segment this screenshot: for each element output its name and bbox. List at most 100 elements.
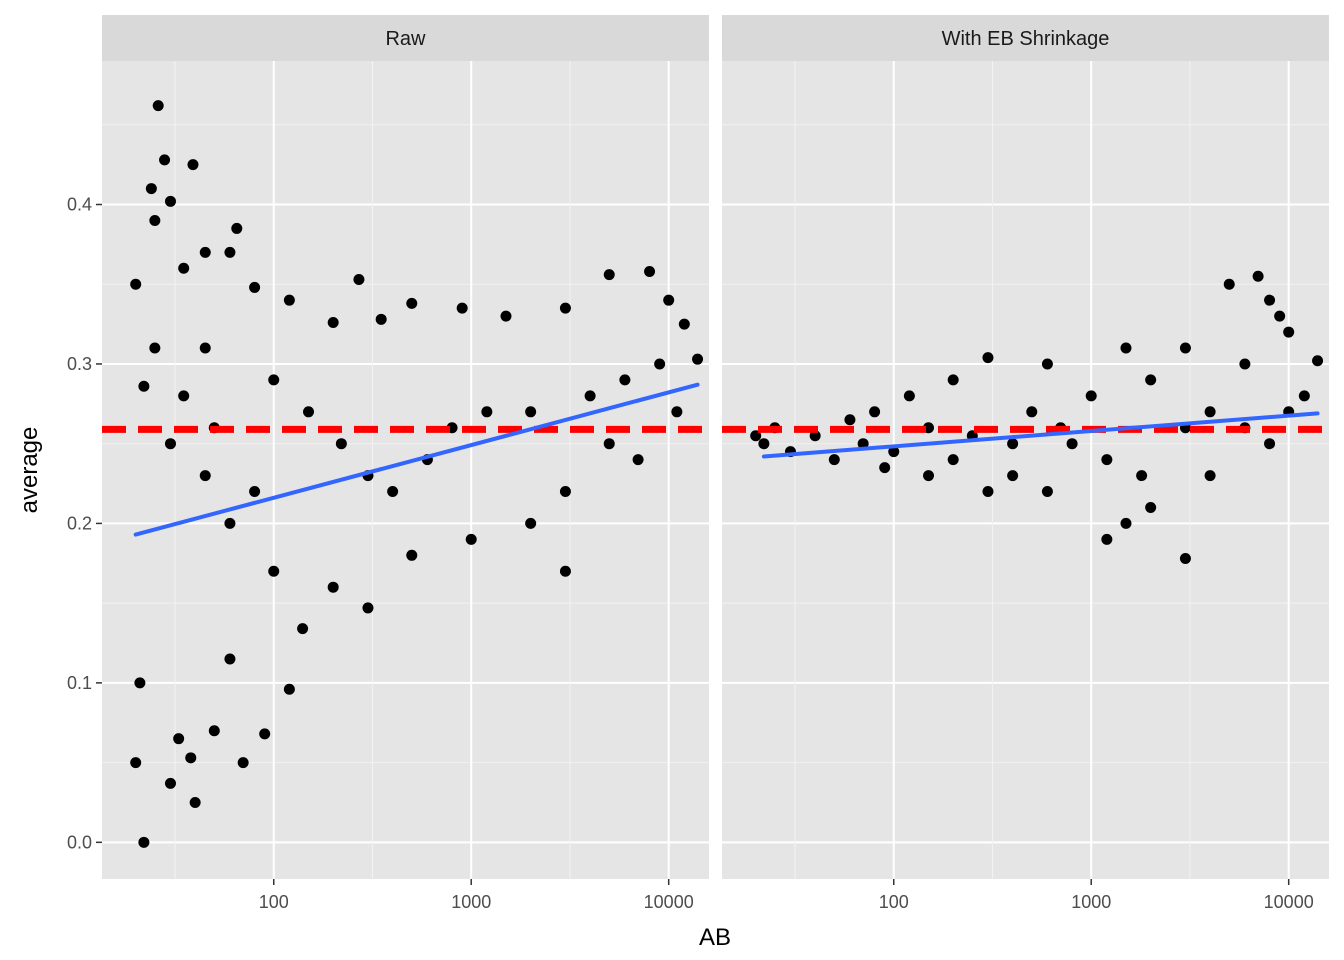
- strip-label-raw: Raw: [385, 28, 426, 50]
- data-point: [178, 262, 190, 274]
- data-point: [923, 470, 935, 482]
- data-point: [164, 777, 176, 789]
- data-point: [644, 265, 656, 277]
- data-point: [559, 486, 571, 498]
- panel-raw: Raw: [102, 15, 709, 879]
- data-point: [903, 390, 915, 402]
- x-tick-label: 10000: [644, 892, 694, 912]
- data-point: [1264, 438, 1276, 450]
- data-point: [164, 438, 176, 450]
- y-tick-label: 0.4: [67, 195, 92, 215]
- data-point: [130, 757, 142, 769]
- data-point: [1007, 438, 1019, 450]
- data-point: [500, 310, 512, 322]
- data-point: [584, 390, 596, 402]
- data-point: [869, 406, 881, 418]
- data-point: [809, 430, 821, 442]
- data-point: [481, 406, 493, 418]
- data-point: [224, 653, 236, 665]
- data-point: [603, 269, 615, 281]
- data-point: [750, 430, 762, 442]
- data-point: [1274, 310, 1286, 322]
- panel-strip-raw: [102, 15, 709, 61]
- data-point: [888, 446, 900, 458]
- data-point: [1085, 390, 1097, 402]
- data-point: [678, 318, 690, 330]
- data-point: [1007, 470, 1019, 482]
- data-point: [173, 733, 185, 745]
- data-point: [178, 390, 190, 402]
- data-point: [1120, 517, 1132, 529]
- data-point: [164, 195, 176, 207]
- x-axis: 100 1000 10000 100 1000 10000: [259, 879, 1314, 912]
- x-tick-label: 10000: [1264, 892, 1314, 912]
- data-point: [406, 297, 418, 309]
- trend-line-eb-shrinkage: [761, 411, 1320, 459]
- data-point: [1179, 552, 1191, 564]
- data-point: [406, 549, 418, 561]
- x-axis-title: AB: [699, 924, 731, 951]
- data-point: [297, 623, 309, 635]
- data-point: [199, 246, 211, 258]
- data-point: [619, 374, 631, 386]
- data-point: [663, 294, 675, 306]
- data-point: [283, 294, 295, 306]
- data-point: [327, 317, 339, 329]
- data-point: [525, 406, 537, 418]
- panel-background-raw: [102, 61, 709, 879]
- data-point: [603, 438, 615, 450]
- data-point: [353, 273, 365, 285]
- strip-label-eb-shrinkage: With EB Shrinkage: [942, 28, 1110, 50]
- data-point: [149, 214, 161, 226]
- data-point: [1239, 358, 1251, 370]
- data-point: [1136, 470, 1148, 482]
- data-point: [199, 342, 211, 354]
- data-point: [828, 454, 840, 466]
- data-point: [1283, 326, 1295, 338]
- data-point: [237, 757, 249, 769]
- data-point: [1101, 533, 1113, 545]
- data-point: [1041, 358, 1053, 370]
- data-point: [758, 438, 770, 450]
- data-point: [692, 353, 704, 365]
- data-point: [857, 438, 869, 450]
- data-point: [208, 725, 220, 737]
- y-tick-label: 0.0: [67, 832, 92, 852]
- data-point: [879, 462, 891, 474]
- data-point: [224, 246, 236, 258]
- data-point: [327, 581, 339, 593]
- data-point: [465, 533, 477, 545]
- data-point: [259, 728, 271, 740]
- data-point: [844, 414, 856, 426]
- data-point: [130, 278, 142, 290]
- scatter-points-raw: [130, 100, 704, 848]
- data-point: [362, 602, 374, 614]
- data-point: [1145, 374, 1157, 386]
- y-axis: 0.0 0.1 0.2 0.3 0.4: [67, 195, 102, 852]
- data-point: [1298, 390, 1310, 402]
- data-point: [456, 302, 468, 314]
- data-point: [138, 836, 150, 848]
- data-point: [1120, 342, 1132, 354]
- y-tick-label: 0.3: [67, 354, 92, 374]
- x-tick-label: 1000: [1071, 892, 1111, 912]
- data-point: [249, 486, 261, 498]
- y-axis-title: average: [16, 427, 43, 514]
- data-point: [654, 358, 666, 370]
- trend-line-raw: [133, 382, 700, 537]
- data-point: [1312, 355, 1324, 367]
- data-point: [1264, 294, 1276, 306]
- data-point: [947, 374, 959, 386]
- data-point: [145, 183, 157, 195]
- data-point: [224, 517, 236, 529]
- data-point: [187, 159, 199, 171]
- data-point: [268, 374, 280, 386]
- data-point: [138, 380, 150, 392]
- data-point: [671, 406, 683, 418]
- data-point: [189, 796, 201, 808]
- data-point: [982, 486, 994, 498]
- x-tick-label: 100: [879, 892, 909, 912]
- data-point: [185, 752, 197, 764]
- data-point: [559, 565, 571, 577]
